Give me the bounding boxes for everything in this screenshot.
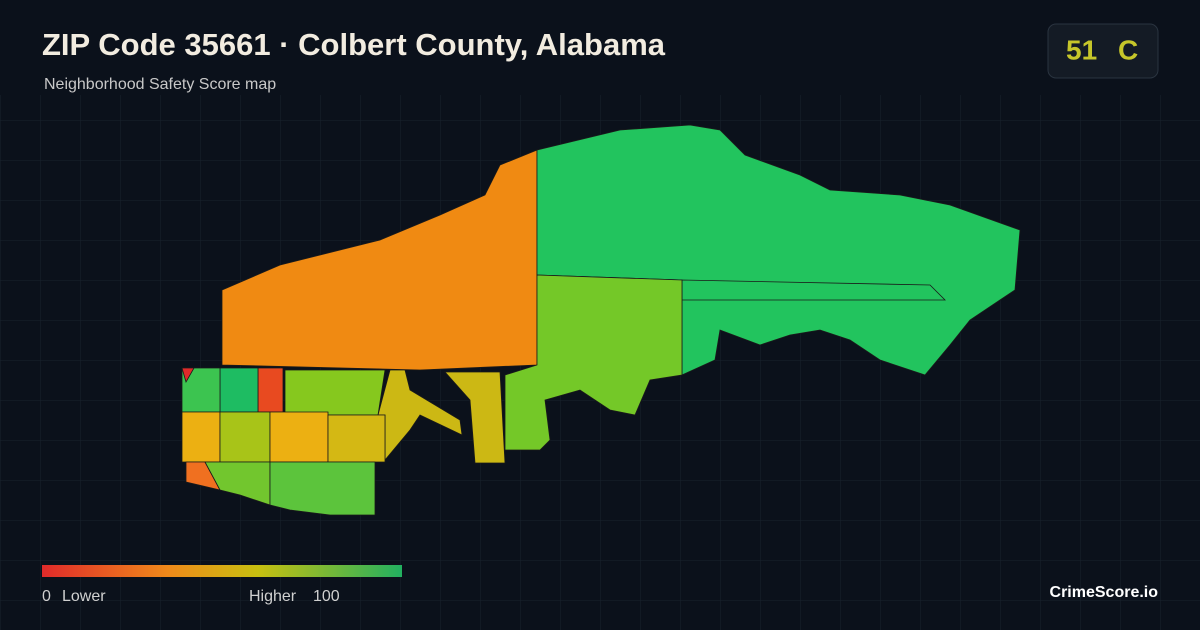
brand: CrimeScore.io	[1050, 584, 1159, 601]
region	[444, 371, 506, 464]
region	[284, 369, 386, 416]
legend-min: 0	[42, 588, 51, 605]
score: 51	[1066, 34, 1097, 65]
region	[269, 411, 329, 463]
region	[181, 411, 221, 463]
region	[221, 149, 538, 371]
region	[257, 367, 284, 413]
region	[504, 274, 683, 451]
region	[219, 367, 259, 413]
region	[204, 461, 271, 506]
legend-bar	[42, 565, 402, 577]
subtitle: Neighborhood Safety Score map	[44, 76, 276, 93]
region	[269, 461, 376, 516]
region	[219, 411, 271, 463]
legend-max: 100	[313, 588, 340, 605]
grade: C	[1118, 34, 1138, 65]
legend-min-label: Lower	[62, 588, 106, 605]
score-badge	[1047, 23, 1159, 79]
title: ZIP Code 35661 · Colbert County, Alabama	[42, 27, 666, 62]
legend-max-label: Higher	[249, 588, 297, 605]
map	[181, 124, 1021, 516]
region	[327, 414, 386, 463]
region	[181, 367, 195, 384]
region	[536, 124, 1021, 376]
